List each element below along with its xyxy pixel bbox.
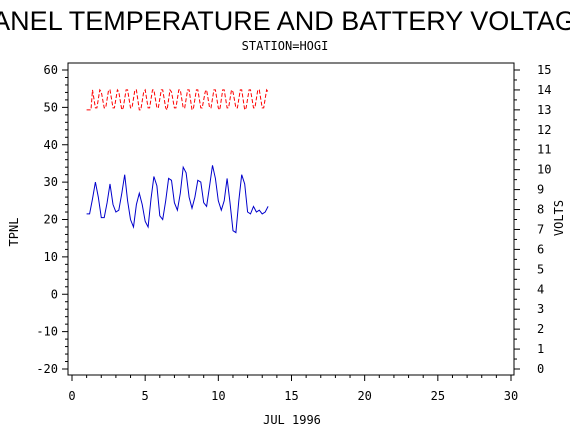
y-right-tick-label: 14 <box>537 83 551 97</box>
y-right-tick-label: 9 <box>537 183 544 197</box>
chart-title: PANEL TEMPERATURE AND BATTERY VOLTAGE <box>0 6 570 36</box>
x-tick-label: 10 <box>211 389 225 403</box>
panel-temperature-line <box>86 165 269 234</box>
chart-marks: 0 5 10 15 20 25 30-20-100102030405060012345678… <box>36 63 551 403</box>
y-right-tick-label: 0 <box>537 362 544 376</box>
x-tick-label: 15 <box>284 389 298 403</box>
y-right-tick-label: 15 <box>537 63 551 77</box>
y-left-tick-label: 50 <box>44 100 58 114</box>
y-right-tick-label: 5 <box>537 262 544 276</box>
y-right-tick-label: 10 <box>537 163 551 177</box>
y-left-tick-label: 10 <box>44 250 58 264</box>
x-tick-label: 25 <box>431 389 445 403</box>
y-left-tick-label: 30 <box>44 175 58 189</box>
y-right-tick-label: 4 <box>537 282 544 296</box>
chart-subtitle: STATION=HOGI <box>242 39 329 53</box>
y-right-tick-label: 2 <box>537 322 544 336</box>
y-left-tick-label: -20 <box>36 362 58 376</box>
y-right-tick-label: 12 <box>537 123 551 137</box>
y-right-tick-label: 11 <box>537 143 551 157</box>
y-axis-right-label: VOLTS <box>552 200 566 236</box>
x-tick-label: 5 <box>142 389 149 403</box>
y-axis-left-label: TPNL <box>7 218 21 247</box>
battery-voltage-line <box>86 88 269 112</box>
y-left-tick-label: 20 <box>44 213 58 227</box>
y-right-tick-label: 13 <box>537 103 551 117</box>
x-tick-label: 20 <box>357 389 371 403</box>
y-right-tick-label: 3 <box>537 302 544 316</box>
y-right-tick-label: 8 <box>537 203 544 217</box>
y-left-tick-label: 40 <box>44 138 58 152</box>
y-right-tick-label: 7 <box>537 222 544 236</box>
y-left-tick-label: 0 <box>51 287 58 301</box>
x-tick-label: 0 <box>68 389 75 403</box>
y-left-tick-label: 60 <box>44 63 58 77</box>
y-right-tick-label: 6 <box>537 242 544 256</box>
x-tick-label: 30 <box>504 389 518 403</box>
y-right-tick-label: 1 <box>537 342 544 356</box>
y-left-tick-label: -10 <box>36 325 58 339</box>
x-axis-label: JUL 1996 <box>263 413 321 427</box>
